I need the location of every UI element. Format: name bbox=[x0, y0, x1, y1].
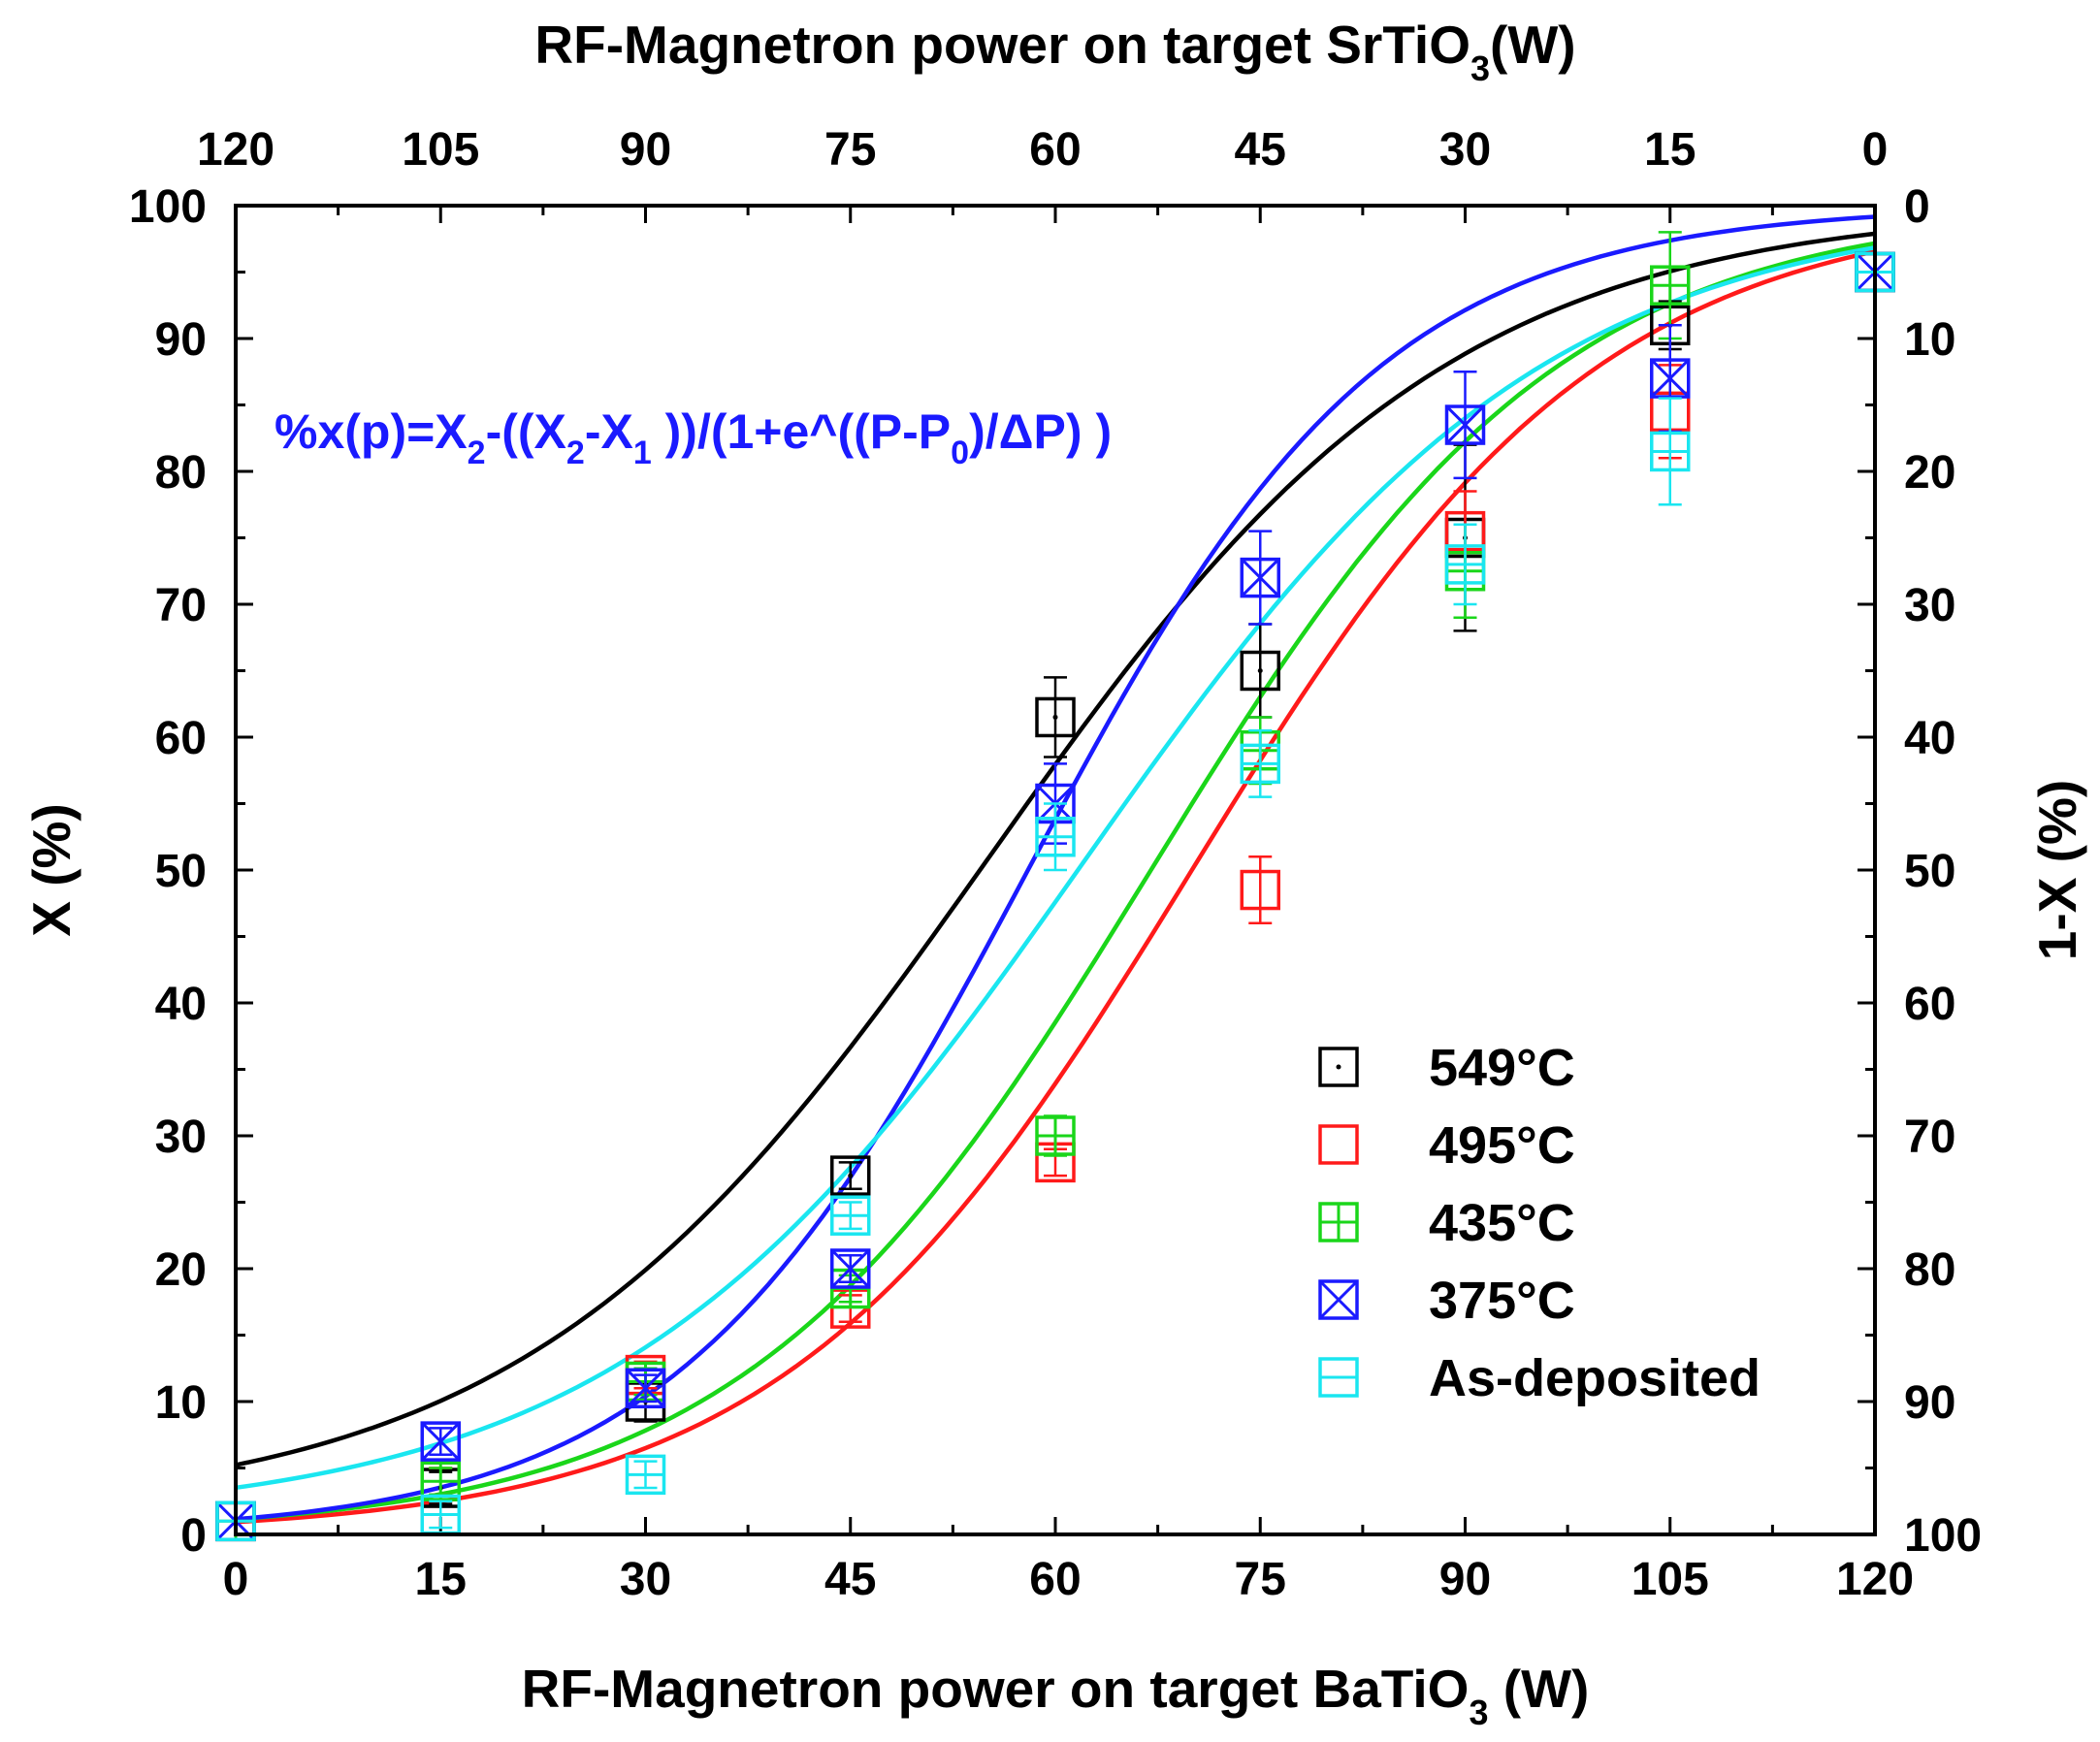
y-right-tick-label: 80 bbox=[1904, 1244, 1955, 1296]
x-axis-title: RF-Magnetron power on target BaTiO3 (W) bbox=[522, 1659, 1590, 1732]
y-right-tick-label: 50 bbox=[1904, 846, 1955, 897]
y-tick-label: 100 bbox=[129, 181, 207, 233]
x-tick-label: 0 bbox=[223, 1554, 249, 1605]
y-tick-label: 80 bbox=[155, 447, 207, 499]
y-right-tick-label: 10 bbox=[1904, 314, 1955, 366]
legend-marker bbox=[1320, 1281, 1357, 1318]
x-top-tick-label: 0 bbox=[1862, 124, 1889, 176]
y-right-axis-title: 1-X (%) bbox=[2027, 780, 2087, 960]
y-tick-label: 0 bbox=[180, 1510, 207, 1562]
x-top-tick-label: 60 bbox=[1029, 124, 1081, 176]
x-top-tick-label: 90 bbox=[620, 124, 671, 176]
x-tick-label: 90 bbox=[1439, 1554, 1491, 1605]
y-tick-label: 20 bbox=[155, 1244, 207, 1296]
legend-marker bbox=[1320, 1126, 1357, 1163]
legend-marker bbox=[1320, 1048, 1357, 1085]
y-tick-label: 90 bbox=[155, 314, 207, 366]
y-right-tick-label: 60 bbox=[1904, 979, 1955, 1030]
legend-label: 495°C bbox=[1429, 1116, 1575, 1175]
data-point bbox=[1037, 1117, 1074, 1154]
x-tick-label: 30 bbox=[620, 1554, 671, 1605]
y-tick-label: 30 bbox=[155, 1112, 207, 1163]
marker-dot bbox=[1337, 1065, 1341, 1070]
legend-marker bbox=[1320, 1359, 1357, 1396]
y-right-tick-label: 20 bbox=[1904, 447, 1955, 499]
y-tick-label: 10 bbox=[155, 1377, 207, 1429]
x-tick-label: 15 bbox=[415, 1554, 467, 1605]
x-tick-label: 105 bbox=[1632, 1554, 1709, 1605]
x-tick-label: 75 bbox=[1235, 1554, 1286, 1605]
x-top-tick-label: 30 bbox=[1439, 124, 1491, 176]
y-right-tick-label: 30 bbox=[1904, 580, 1955, 631]
x-top-tick-label: 120 bbox=[197, 124, 275, 176]
y-right-tick-label: 90 bbox=[1904, 1377, 1955, 1429]
x-top-tick-label: 15 bbox=[1644, 124, 1696, 176]
y-right-tick-label: 40 bbox=[1904, 713, 1955, 764]
y-tick-label: 40 bbox=[155, 979, 207, 1030]
y-right-tick-label: 0 bbox=[1904, 181, 1930, 233]
y-right-tick-label: 100 bbox=[1904, 1510, 1982, 1562]
legend-label: 375°C bbox=[1429, 1272, 1575, 1330]
marker-dot bbox=[1053, 715, 1058, 720]
legend: 549°C 495°C 435°C 375°C As-deposited bbox=[1320, 1039, 1761, 1407]
x-top-tick-label: 105 bbox=[402, 124, 479, 176]
y-axis-title: X (%) bbox=[21, 803, 81, 937]
legend-label: 549°C bbox=[1429, 1039, 1575, 1097]
x-top-axis-title: RF-Magnetron power on target SrTiO3(W) bbox=[534, 15, 1575, 88]
legend-label: As-deposited bbox=[1429, 1349, 1761, 1407]
marker-dot bbox=[848, 1174, 853, 1178]
y-tick-label: 50 bbox=[155, 846, 207, 897]
marker-dot bbox=[1258, 668, 1263, 673]
legend-label: 435°C bbox=[1429, 1194, 1575, 1252]
x-top-tick-label: 75 bbox=[824, 124, 876, 176]
marker-square bbox=[1320, 1126, 1357, 1163]
y-tick-label: 70 bbox=[155, 580, 207, 631]
y-tick-label: 60 bbox=[155, 713, 207, 764]
chart: 012015105309045756060754590301051512000 1… bbox=[0, 0, 2100, 1742]
x-tick-label: 60 bbox=[1029, 1554, 1081, 1605]
x-top-tick-label: 45 bbox=[1235, 124, 1286, 176]
y-right-tick-label: 70 bbox=[1904, 1112, 1955, 1163]
x-tick-label: 120 bbox=[1836, 1554, 1914, 1605]
fit-formula: %x(p)=X2-((X2-X1 ))/(1+e^((P-P0)/ΔP) ) bbox=[275, 404, 1112, 471]
x-tick-label: 45 bbox=[824, 1554, 876, 1605]
legend-marker bbox=[1320, 1204, 1357, 1241]
